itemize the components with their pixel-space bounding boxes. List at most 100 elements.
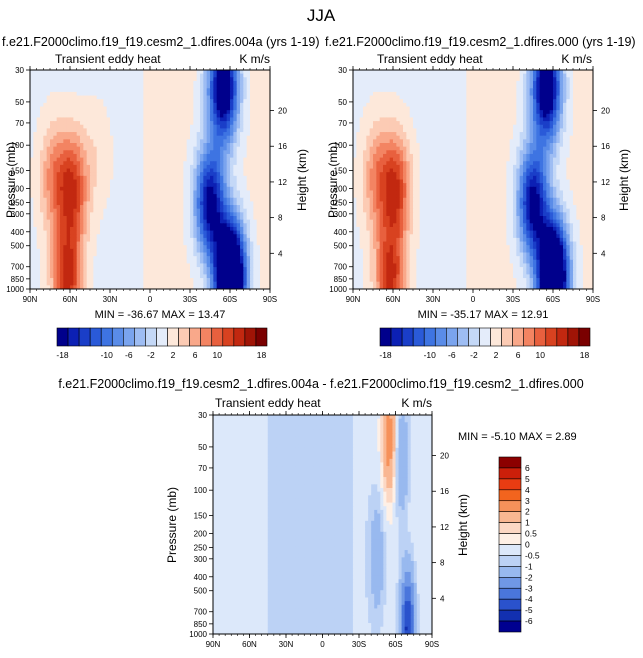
- pressure-tick-label: 400: [194, 573, 208, 582]
- colorbar-swatch: [56, 327, 69, 347]
- latitude-tick-label: 60N: [386, 295, 401, 304]
- colorbar-swatch: [89, 327, 102, 347]
- colorbar-swatch: [78, 327, 91, 347]
- panel1-left-string: Transient eddy heat: [55, 52, 161, 66]
- latitude-tick-label: 90S: [586, 295, 600, 304]
- latitude-tick-label: 0: [320, 640, 325, 649]
- colorbar-swatch: [189, 327, 201, 347]
- panel3-left-string: Transient eddy heat: [215, 396, 321, 410]
- panel3-title: f.e21.F2000climo.f19_f19.cesm2_1.dfires.…: [58, 377, 583, 391]
- height-tick-label: 4: [601, 249, 606, 258]
- colorbar-swatch: [255, 327, 268, 347]
- panel1-ylabel-right: Height (km): [295, 149, 309, 211]
- colorbar-label: -3: [525, 583, 533, 593]
- colorbar-label: 2: [171, 350, 176, 360]
- pressure-tick-label: 30: [15, 66, 24, 75]
- colorbar-label: 2: [494, 350, 499, 360]
- latitude-tick-label: 0: [148, 295, 153, 304]
- colorbar-swatch: [457, 327, 469, 347]
- colorbar-swatch: [233, 327, 246, 347]
- figure-title: JJA: [307, 6, 336, 25]
- colorbar-1: -18 -10 -6 -2 2 6 10 18: [56, 327, 268, 360]
- panel2-ylabel: Pressure (mb): [326, 142, 340, 218]
- pressure-tick-label: 250: [194, 543, 208, 552]
- colorbar-swatch: [434, 327, 447, 347]
- panel2-plot: 3050701001502002503004005007008501000481…: [329, 66, 610, 304]
- colorbar-label: 3: [525, 496, 530, 506]
- colorbar-swatch: [498, 489, 522, 502]
- panel2-min-max: MIN = -35.17 MAX = 12.91: [418, 309, 549, 321]
- pressure-tick-label: 70: [198, 464, 207, 473]
- panel3-plot: 3050701001502002503004005007008501000481…: [189, 411, 449, 649]
- colorbar-label: 1: [525, 518, 530, 528]
- panel3-ylabel: Pressure (mb): [165, 487, 179, 563]
- colorbar-label: 0.5: [525, 529, 537, 539]
- height-tick-label: 20: [278, 107, 287, 116]
- pressure-tick-label: 50: [198, 443, 207, 452]
- colorbar-swatch: [222, 327, 235, 347]
- height-tick-label: 20: [440, 452, 449, 461]
- latitude-tick-label: 90S: [263, 295, 277, 304]
- colorbar-label: 10: [213, 350, 223, 360]
- latitude-tick-label: 60S: [546, 295, 560, 304]
- colorbar-label: 6: [516, 350, 521, 360]
- colorbar-label: 18: [580, 350, 590, 360]
- colorbar-swatch: [498, 598, 522, 611]
- colorbar-swatch: [545, 327, 558, 347]
- latitude-tick-label: 30N: [426, 295, 441, 304]
- colorbar-swatch: [123, 327, 135, 347]
- colorbar-swatch: [498, 577, 522, 589]
- panel1-plot: 3050701001502002503004005007008501000481…: [6, 66, 287, 304]
- height-tick-label: 12: [278, 178, 287, 187]
- colorbar-label: 6: [525, 463, 530, 473]
- panel1-ylabel: Pressure (mb): [4, 142, 18, 218]
- height-tick-label: 8: [278, 214, 283, 223]
- pressure-tick-label: 150: [11, 167, 25, 176]
- pressure-tick-label: 1000: [329, 285, 347, 294]
- latitude-tick-label: 90N: [23, 295, 38, 304]
- colorbar-swatch: [490, 327, 502, 347]
- colorbar-swatch: [379, 327, 392, 347]
- panel2-right-string: K m/s: [561, 52, 592, 66]
- latitude-tick-label: 60S: [388, 640, 402, 649]
- panel1-title: f.e21.F2000climo.f19_f19.cesm2_1.dfires.…: [2, 35, 320, 49]
- colorbar-swatch: [412, 327, 425, 347]
- colorbar-swatch: [498, 467, 522, 480]
- pressure-tick-label: 50: [338, 98, 347, 107]
- pressure-tick-label: 150: [334, 167, 348, 176]
- colorbar-swatch: [501, 327, 513, 347]
- colorbar-label: 10: [536, 350, 546, 360]
- pressure-tick-label: 70: [338, 119, 347, 128]
- panel2-ylabel-right: Height (km): [617, 149, 631, 211]
- height-tick-label: 4: [278, 249, 283, 258]
- latitude-tick-label: 90N: [346, 295, 361, 304]
- latitude-tick-label: 0: [471, 295, 476, 304]
- latitude-tick-label: 90N: [206, 640, 221, 649]
- colorbar-swatch: [523, 327, 536, 347]
- pressure-tick-label: 150: [194, 512, 208, 521]
- pressure-tick-label: 500: [334, 242, 348, 251]
- colorbar-label: -18: [379, 350, 392, 360]
- height-tick-label: 4: [440, 594, 445, 603]
- colorbar-swatch: [167, 327, 179, 347]
- colorbar-swatch: [498, 478, 522, 491]
- colorbar-swatch: [479, 327, 491, 347]
- colorbar-swatch: [498, 555, 522, 567]
- pressure-tick-label: 30: [338, 66, 347, 75]
- colorbar-label: -18: [56, 350, 69, 360]
- colorbar-swatch: [498, 587, 522, 600]
- pressure-tick-label: 50: [15, 98, 24, 107]
- colorbar-swatch: [446, 327, 458, 347]
- colorbar-swatch: [567, 327, 580, 347]
- pressure-tick-label: 300: [194, 555, 208, 564]
- colorbar-swatch: [498, 511, 522, 523]
- latitude-tick-label: 30N: [279, 640, 294, 649]
- colorbar-swatch: [145, 327, 157, 347]
- latitude-tick-label: 90S: [425, 640, 439, 649]
- panel2-title: f.e21.F2000climo.f19_f19.cesm2_1.dfires.…: [325, 35, 636, 49]
- colorbar-swatch: [556, 327, 569, 347]
- colorbar-label: 18: [257, 350, 267, 360]
- panel3-min-max: MIN = -5.10 MAX = 2.89: [458, 431, 577, 443]
- pressure-tick-label: 100: [194, 486, 208, 495]
